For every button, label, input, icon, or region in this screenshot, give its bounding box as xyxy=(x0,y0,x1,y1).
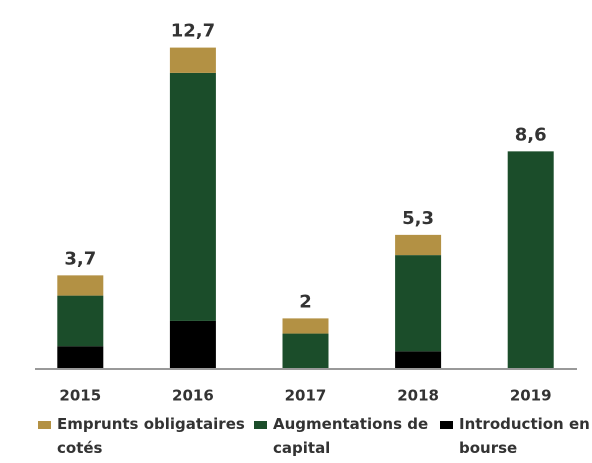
total-label: 8,6 xyxy=(515,124,547,145)
legend-swatch xyxy=(254,421,267,429)
legend-swatch xyxy=(440,421,453,429)
legend-item: Introduction en bourse xyxy=(440,412,592,460)
bar-segment xyxy=(395,255,442,352)
bar-segment xyxy=(282,318,329,334)
x-tick-label: 2015 xyxy=(59,387,101,405)
total-label: 3,7 xyxy=(64,248,96,269)
total-label: 2 xyxy=(299,291,312,312)
legend-label: Emprunts obligataires cotés xyxy=(57,415,245,457)
x-tick-label: 2018 xyxy=(397,387,439,405)
legend-label: Augmentations de capital xyxy=(273,415,429,457)
bar-segment xyxy=(169,47,216,73)
x-tick-label: 2017 xyxy=(285,387,327,405)
bar-segment xyxy=(57,346,104,369)
bar-segment xyxy=(169,320,216,369)
bar-segment xyxy=(395,351,442,369)
x-tick-label: 2016 xyxy=(172,387,214,405)
bar-segment xyxy=(507,151,554,369)
legend-item: Augmentations de capital xyxy=(254,412,433,460)
legend-item: Emprunts obligataires cotés xyxy=(38,412,247,460)
bar-segment xyxy=(57,295,104,347)
legend-swatch xyxy=(38,421,51,429)
bar-segment xyxy=(57,275,104,296)
bar-segment xyxy=(395,234,442,256)
bar-segment xyxy=(282,333,329,369)
bar-segment xyxy=(169,72,216,321)
x-tick-label: 2019 xyxy=(510,387,552,405)
total-label: 12,7 xyxy=(171,21,215,42)
legend-label: Introduction en bourse xyxy=(459,415,590,457)
total-label: 5,3 xyxy=(402,208,434,229)
chart: 3,7 2015 12,7 2016 2 2017 5,3 2018 8,6 2019 xyxy=(35,21,577,405)
